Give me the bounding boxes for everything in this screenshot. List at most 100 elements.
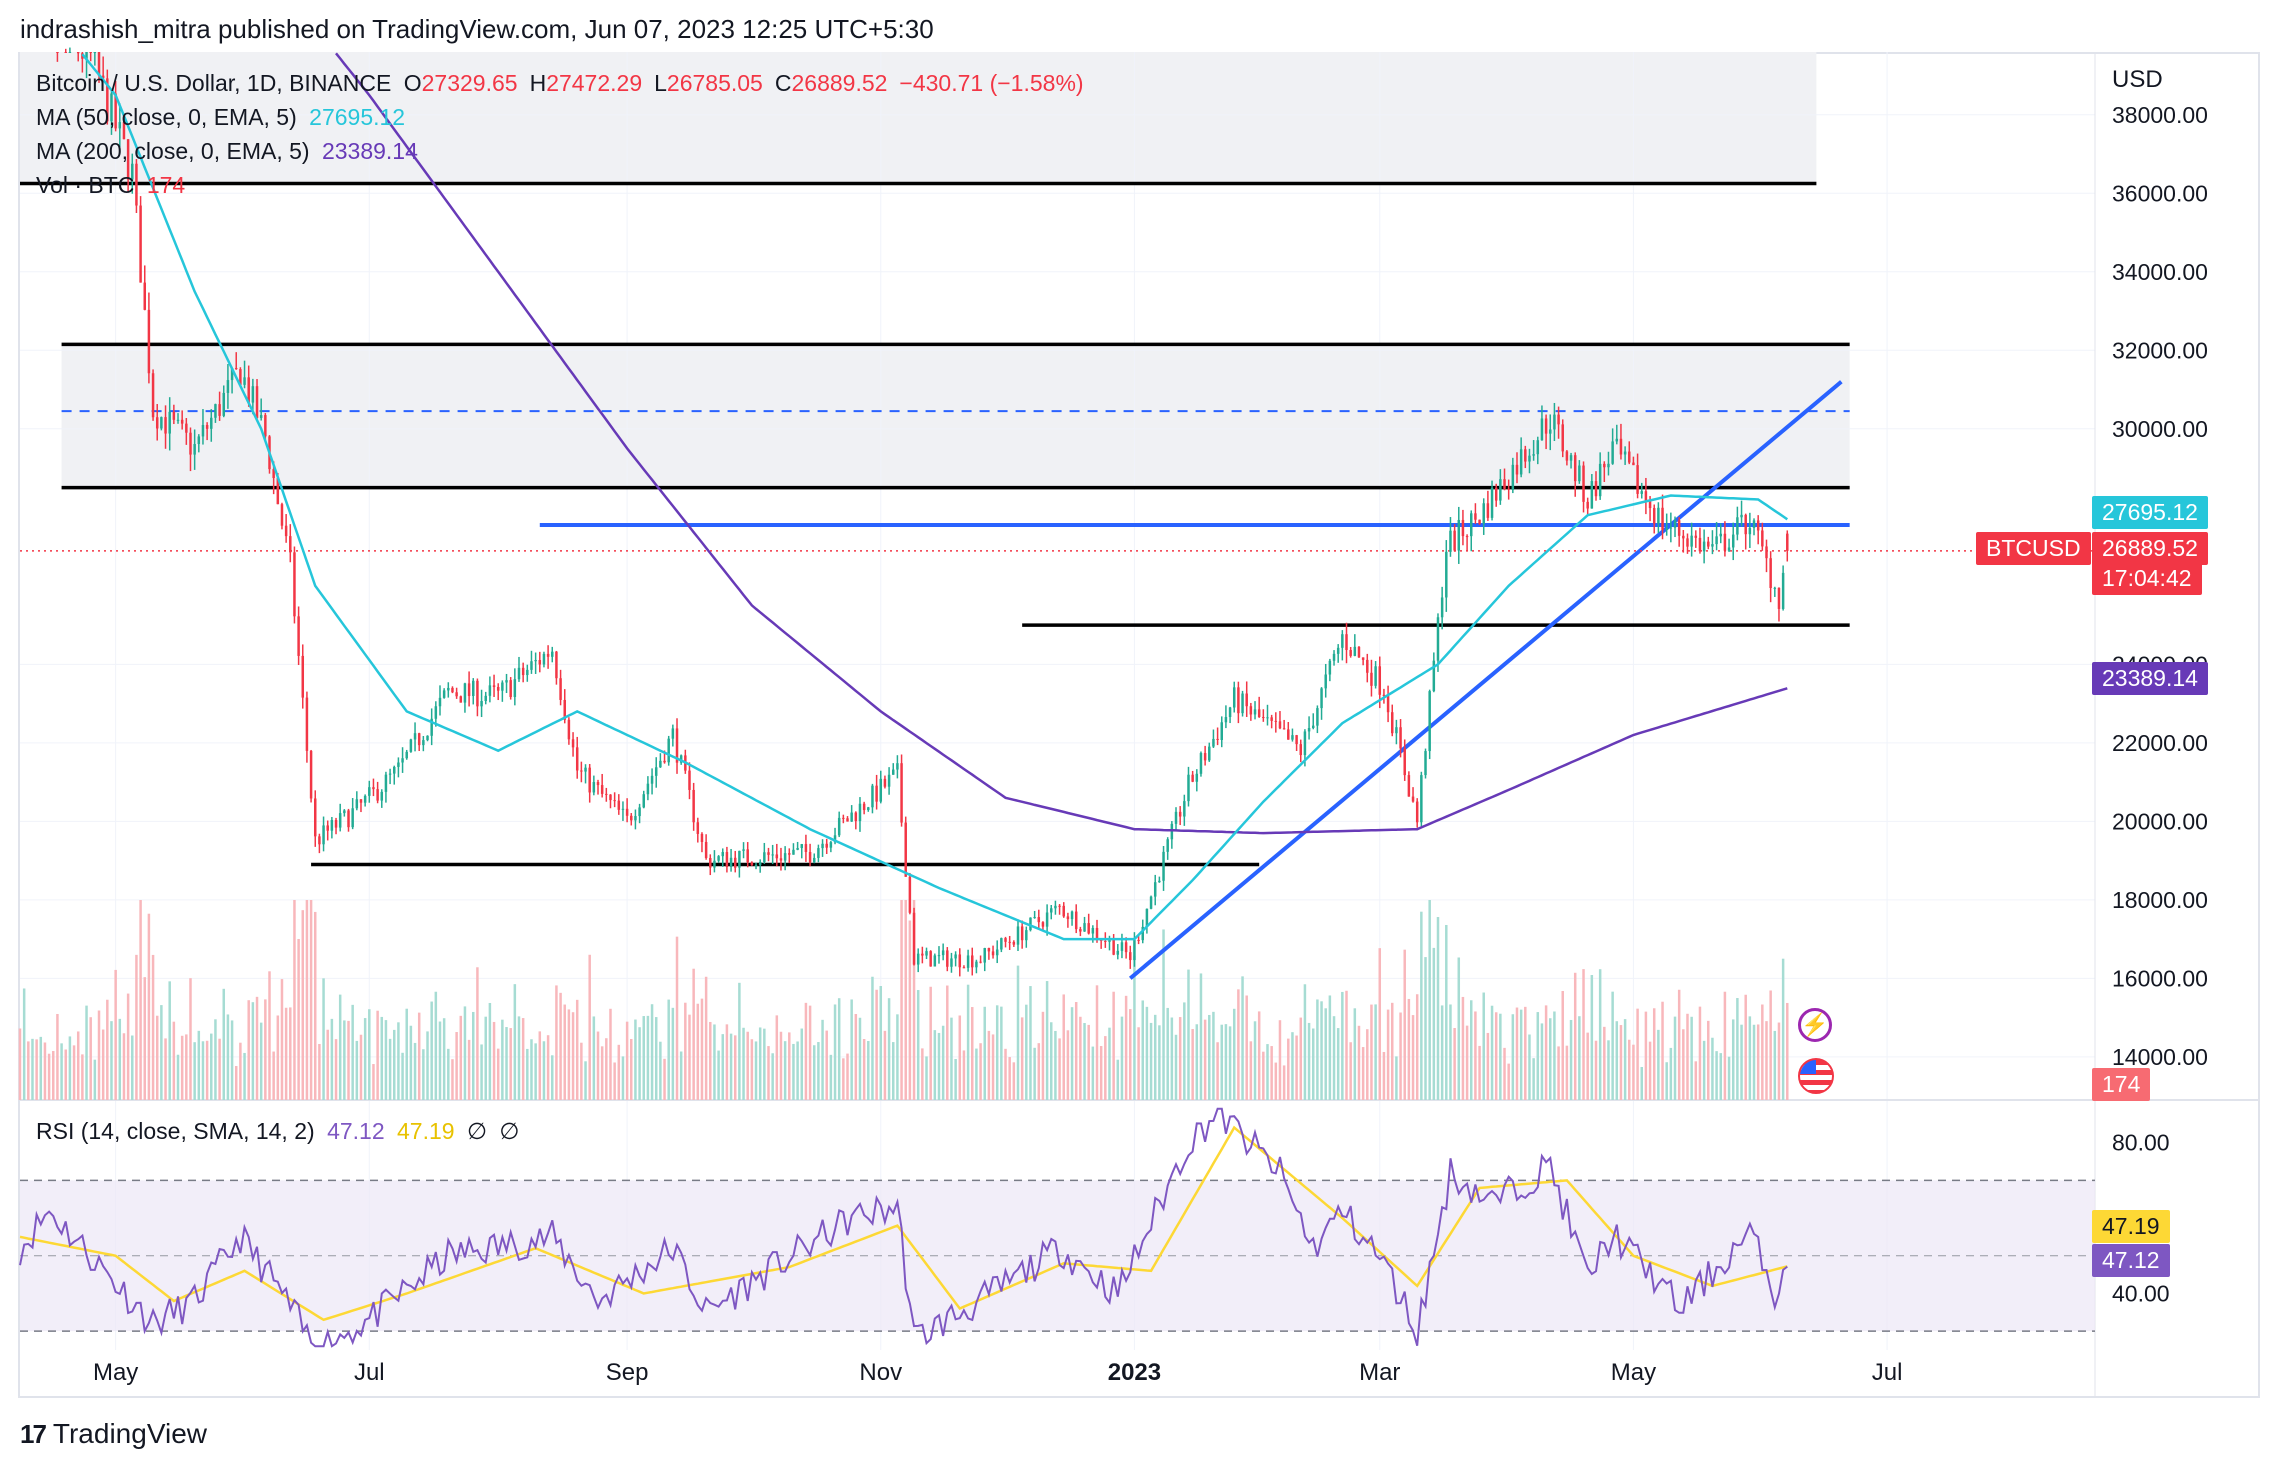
ma200-line	[335, 52, 1788, 835]
volume-bar	[1220, 1024, 1224, 1100]
volume-bar	[1752, 1024, 1756, 1100]
candle-body	[1536, 440, 1540, 455]
symbol-tag[interactable]: BTCUSD	[1976, 532, 2091, 565]
candle-body	[185, 423, 188, 433]
candle-body	[176, 419, 180, 421]
candle-body	[1366, 659, 1369, 673]
volume-bar	[700, 998, 704, 1100]
volume-bar	[1573, 972, 1577, 1100]
volume-bar	[1748, 1016, 1752, 1100]
rsi-line	[19, 1107, 1788, 1348]
candle-body	[1390, 712, 1394, 734]
volume-legend[interactable]: Vol · BTC 174	[36, 172, 191, 199]
candle-body	[1266, 717, 1269, 719]
volume-bar	[1740, 1024, 1743, 1100]
ma200-legend[interactable]: MA (200, close, 0, EMA, 5) 23389.14	[36, 138, 424, 165]
volume-bar	[1736, 998, 1739, 1100]
volume-bar	[355, 1040, 359, 1100]
volume-bar	[505, 1027, 508, 1100]
candle-body	[904, 822, 907, 877]
volume-bar	[1104, 1036, 1107, 1100]
volume-bar	[821, 1019, 824, 1100]
candle-body	[933, 955, 937, 967]
volume-bar	[1129, 1009, 1132, 1100]
volume-bar	[193, 1042, 196, 1100]
volume-bar	[60, 1043, 63, 1100]
volume-bar	[1515, 1007, 1519, 1100]
candle-body	[763, 852, 766, 863]
candle-body	[692, 789, 695, 823]
candle-body	[1203, 753, 1207, 761]
candle-body	[584, 767, 587, 772]
date-tick-label: May	[93, 1359, 138, 1386]
volume-bar	[1208, 1014, 1211, 1100]
volume-bar	[1099, 1046, 1103, 1100]
candle-body	[1499, 479, 1502, 501]
volume-bar	[309, 900, 313, 1100]
volume-bar	[180, 1035, 184, 1100]
volume-bar	[1711, 1037, 1714, 1100]
candle-body	[480, 700, 483, 707]
candle-body	[929, 951, 932, 967]
candle-body	[891, 769, 895, 775]
volume-bar	[995, 1005, 999, 1100]
lightning-event-icon[interactable]: ⚡	[1798, 1008, 1832, 1042]
symbol-legend[interactable]: Bitcoin / U.S. Dollar, 1D, BINANCE O2732…	[36, 70, 1096, 97]
volume-bar	[1328, 995, 1332, 1100]
volume-label: Vol · BTC	[36, 172, 135, 198]
ma50-legend[interactable]: MA (50, close, 0, EMA, 5) 27695.12	[36, 104, 411, 131]
candle-body	[1565, 451, 1569, 461]
volume-bar	[147, 913, 151, 1100]
candle-body	[1020, 926, 1024, 941]
volume-bar	[1586, 1032, 1589, 1100]
volume-bar	[434, 991, 438, 1100]
volume-bar	[921, 1048, 924, 1100]
candle-body	[1694, 535, 1698, 538]
volume-bar	[704, 976, 708, 1100]
volume-bar	[1461, 996, 1465, 1100]
candle-body	[1549, 429, 1552, 434]
close-label: C	[774, 70, 792, 96]
candle-body	[1158, 880, 1161, 883]
volume-bar	[114, 969, 117, 1100]
volume-bar	[1428, 900, 1431, 1100]
volume-bar	[733, 1035, 737, 1100]
brand[interactable]: 17 TradingView	[20, 1418, 207, 1450]
candle-body	[434, 706, 438, 719]
volume-bar	[1232, 1008, 1236, 1100]
candle-body	[837, 817, 841, 836]
volume-bar	[817, 1042, 820, 1100]
volume-bar	[368, 1009, 371, 1100]
volume-bar	[1532, 1058, 1535, 1100]
rsi-legend[interactable]: RSI (14, close, SMA, 14, 2) 47.12 47.19 …	[36, 1118, 525, 1145]
volume-bar	[1216, 1042, 1219, 1100]
volume-bar	[746, 1031, 749, 1100]
us-flag-event-icon[interactable]	[1798, 1058, 1834, 1094]
volume-bar	[276, 1015, 280, 1100]
candle-body	[1041, 922, 1045, 927]
candle-body	[438, 697, 442, 707]
candle-body	[1482, 503, 1485, 524]
volume-bar	[1183, 1002, 1186, 1100]
candle-body	[334, 820, 338, 828]
candle-body	[1079, 929, 1082, 932]
volume-bar	[1569, 1019, 1573, 1100]
candle-body	[1029, 917, 1032, 931]
volume-bar	[218, 1038, 221, 1100]
last-price-tag: 26889.52	[2092, 532, 2208, 565]
candle-body	[1341, 634, 1344, 648]
candle-body	[1349, 650, 1352, 656]
volume-bar	[164, 1038, 167, 1100]
volume-bar	[1382, 1051, 1386, 1100]
candle-body	[1524, 449, 1527, 462]
candle-body	[1682, 535, 1685, 539]
candle-body	[588, 767, 591, 793]
volume-bar	[35, 1039, 38, 1100]
volume-bar	[1723, 991, 1727, 1100]
candle-body	[975, 961, 978, 968]
date-tick-label: Sep	[606, 1359, 649, 1386]
candle-body	[1037, 917, 1041, 923]
ma200-price-tag: 23389.14	[2092, 662, 2208, 695]
candle-body	[1723, 533, 1727, 551]
